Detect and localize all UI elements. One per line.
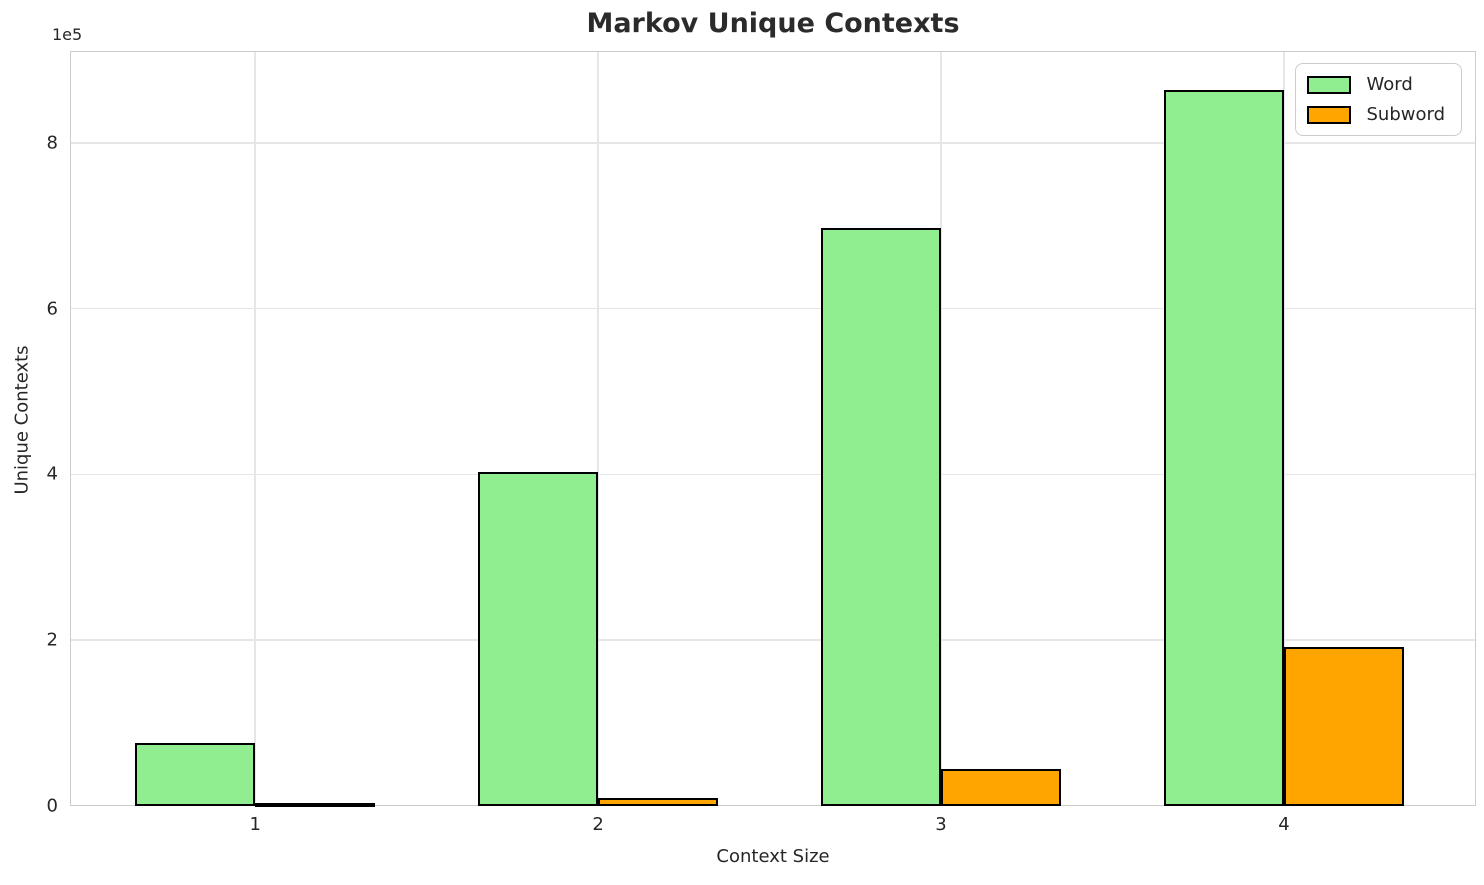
- y-tick-label: 4: [46, 463, 58, 485]
- gridline-horizontal: [70, 639, 1476, 641]
- bar-word-4: [1163, 89, 1284, 806]
- gridline-vertical: [597, 51, 599, 806]
- x-axis-label: Context Size: [716, 846, 830, 867]
- gridline-horizontal: [70, 142, 1476, 144]
- gridline-horizontal: [70, 473, 1476, 476]
- bar-word-1: [135, 743, 256, 806]
- plot-area-border: [70, 51, 1476, 806]
- y-axis-offset-label: 1e5: [52, 25, 83, 44]
- legend-item-subword: Subword: [1307, 104, 1445, 125]
- bar-subword-3: [941, 769, 1062, 806]
- gridline-vertical: [940, 51, 942, 806]
- gridline-horizontal: [70, 307, 1476, 310]
- x-tick-label: 3: [935, 814, 947, 835]
- gridline-vertical: [254, 51, 256, 806]
- gridline-vertical: [1283, 51, 1285, 806]
- x-tick-label: 4: [1278, 814, 1290, 835]
- legend-label-word: Word: [1366, 74, 1413, 95]
- legend-swatch-subword: [1307, 105, 1352, 124]
- bar-subword-1: [255, 803, 376, 807]
- bar-word-3: [821, 228, 942, 806]
- chart-title: Markov Unique Contexts: [586, 8, 960, 39]
- legend-item-word: Word: [1307, 74, 1445, 95]
- legend: Word Subword: [1295, 63, 1462, 136]
- y-tick-label: 0: [46, 795, 58, 817]
- y-tick-label: 6: [46, 298, 58, 320]
- legend-swatch-word: [1307, 75, 1352, 94]
- legend-label-subword: Subword: [1366, 104, 1445, 125]
- y-tick-label: 8: [46, 132, 58, 154]
- bar-word-2: [478, 472, 599, 806]
- bar-subword-2: [598, 797, 719, 806]
- y-tick-label: 2: [46, 629, 58, 651]
- x-tick-label: 2: [592, 814, 604, 835]
- bar-subword-4: [1283, 646, 1404, 806]
- x-tick-label: 1: [249, 814, 261, 835]
